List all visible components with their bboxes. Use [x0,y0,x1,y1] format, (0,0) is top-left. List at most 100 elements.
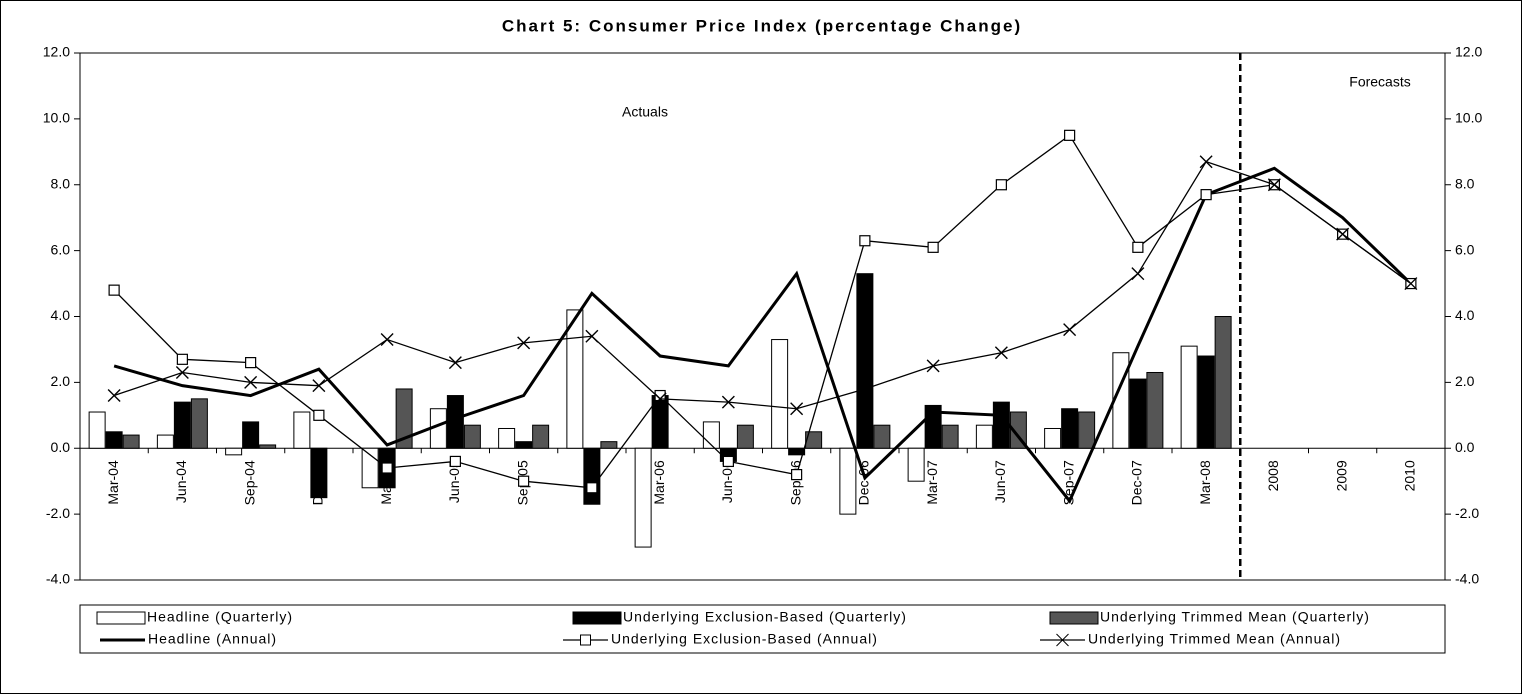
x-tick-label: Dec-06 [856,460,872,505]
marker-square [108,284,120,296]
marker-x [448,356,462,370]
marker-square [245,357,257,369]
y2-tick-label: 10.0 [1455,110,1482,126]
x-tick-label: Sep-04 [241,460,257,505]
x-tick-label: Jun-07 [992,460,1008,503]
marker-square [1200,189,1212,201]
bar [225,447,243,456]
marker-square [859,235,871,247]
bar [88,411,106,449]
legend-label: Underlying Exclusion-Based (Annual) [611,631,878,647]
y2-tick-label: -4.0 [1455,571,1479,587]
marker-square [518,475,530,487]
chart-title: Chart 5: Consumer Price Index (percentag… [502,16,1022,35]
marker-square [1064,129,1076,141]
y2-tick-label: 6.0 [1455,241,1475,257]
bar [566,309,584,449]
x-tick-label: 2010 [1402,460,1418,491]
marker-x [517,336,531,350]
line [113,160,1412,410]
marker-square [791,469,803,481]
marker-square [722,455,734,468]
marker-x [1199,155,1213,169]
bar [1180,345,1198,449]
legend-swatch [96,611,146,625]
bar [992,401,1010,449]
bar [1061,408,1079,449]
bar [156,434,174,449]
y2-tick-label: 12.0 [1455,44,1482,60]
legend-label: Headline (Quarterly) [147,609,293,625]
annotation: Actuals [622,104,668,120]
x-tick-label: Mar-08 [1197,460,1213,505]
bar [788,447,806,456]
legend-swatch [1049,611,1099,625]
marker-x [585,329,599,343]
bar [856,273,874,449]
legend-marker [580,634,591,646]
y2-tick-label: -2.0 [1455,505,1479,521]
y2-tick-label: 0.0 [1455,439,1475,455]
legend-label: Headline (Annual) [148,631,277,647]
x-tick-label: Dec-07 [1129,460,1145,505]
x-tick-label: Jun-06 [719,460,735,503]
marker-x [312,379,326,393]
legend-swatch [572,611,622,625]
bar [634,447,652,548]
bar [839,447,857,515]
marker-x [244,375,258,389]
y-tick-label: 12.0 [43,44,70,60]
marker-square [586,482,598,494]
marker-x [1063,323,1077,337]
marker-square [381,462,393,474]
x-tick-label: 2009 [1333,460,1349,491]
marker-square [1132,241,1144,253]
x-tick-label: 2008 [1265,460,1281,491]
marker-square [176,353,188,365]
y-tick-label: 6.0 [51,241,71,257]
bar [173,401,191,449]
bar [1009,411,1027,449]
x-tick-label: Mar-07 [924,460,940,505]
marker-x [107,389,121,403]
y2-tick-label: 8.0 [1455,175,1475,191]
marker-x [1404,277,1418,291]
bar [600,441,618,449]
y-tick-label: -4.0 [46,571,70,587]
bar [1214,316,1232,449]
bar [395,388,413,449]
legend-label: Underlying Exclusion-Based (Quarterly) [623,609,907,625]
marker-x [926,359,940,373]
x-tick-label: Jun-04 [173,460,189,503]
bar [498,427,516,449]
y2-tick-label: 2.0 [1455,373,1475,389]
bar [1197,355,1215,449]
bar [975,424,993,449]
marker-x [1131,267,1145,281]
marker-x [1267,178,1281,192]
y-tick-label: 8.0 [51,175,71,191]
bar [736,424,754,449]
y-tick-label: -2.0 [46,505,70,521]
bar [873,424,891,449]
y-tick-label: 0.0 [51,439,71,455]
bar [583,447,601,505]
bar [1078,411,1096,449]
y-tick-label: 4.0 [51,307,71,323]
marker-x [790,402,804,416]
x-tick-label: Jun-05 [446,460,462,503]
bar [805,431,823,449]
bar [259,444,277,449]
legend-marker [1056,633,1069,647]
bar [771,339,789,449]
bar [941,424,959,449]
marker-square [654,389,666,402]
legend-label: Underlying Trimmed Mean (Quarterly) [1100,609,1370,625]
bar [463,424,481,449]
bar [1044,427,1062,449]
bar [190,398,208,449]
marker-square [927,241,939,253]
x-tick-label: Mar-06 [651,460,667,505]
